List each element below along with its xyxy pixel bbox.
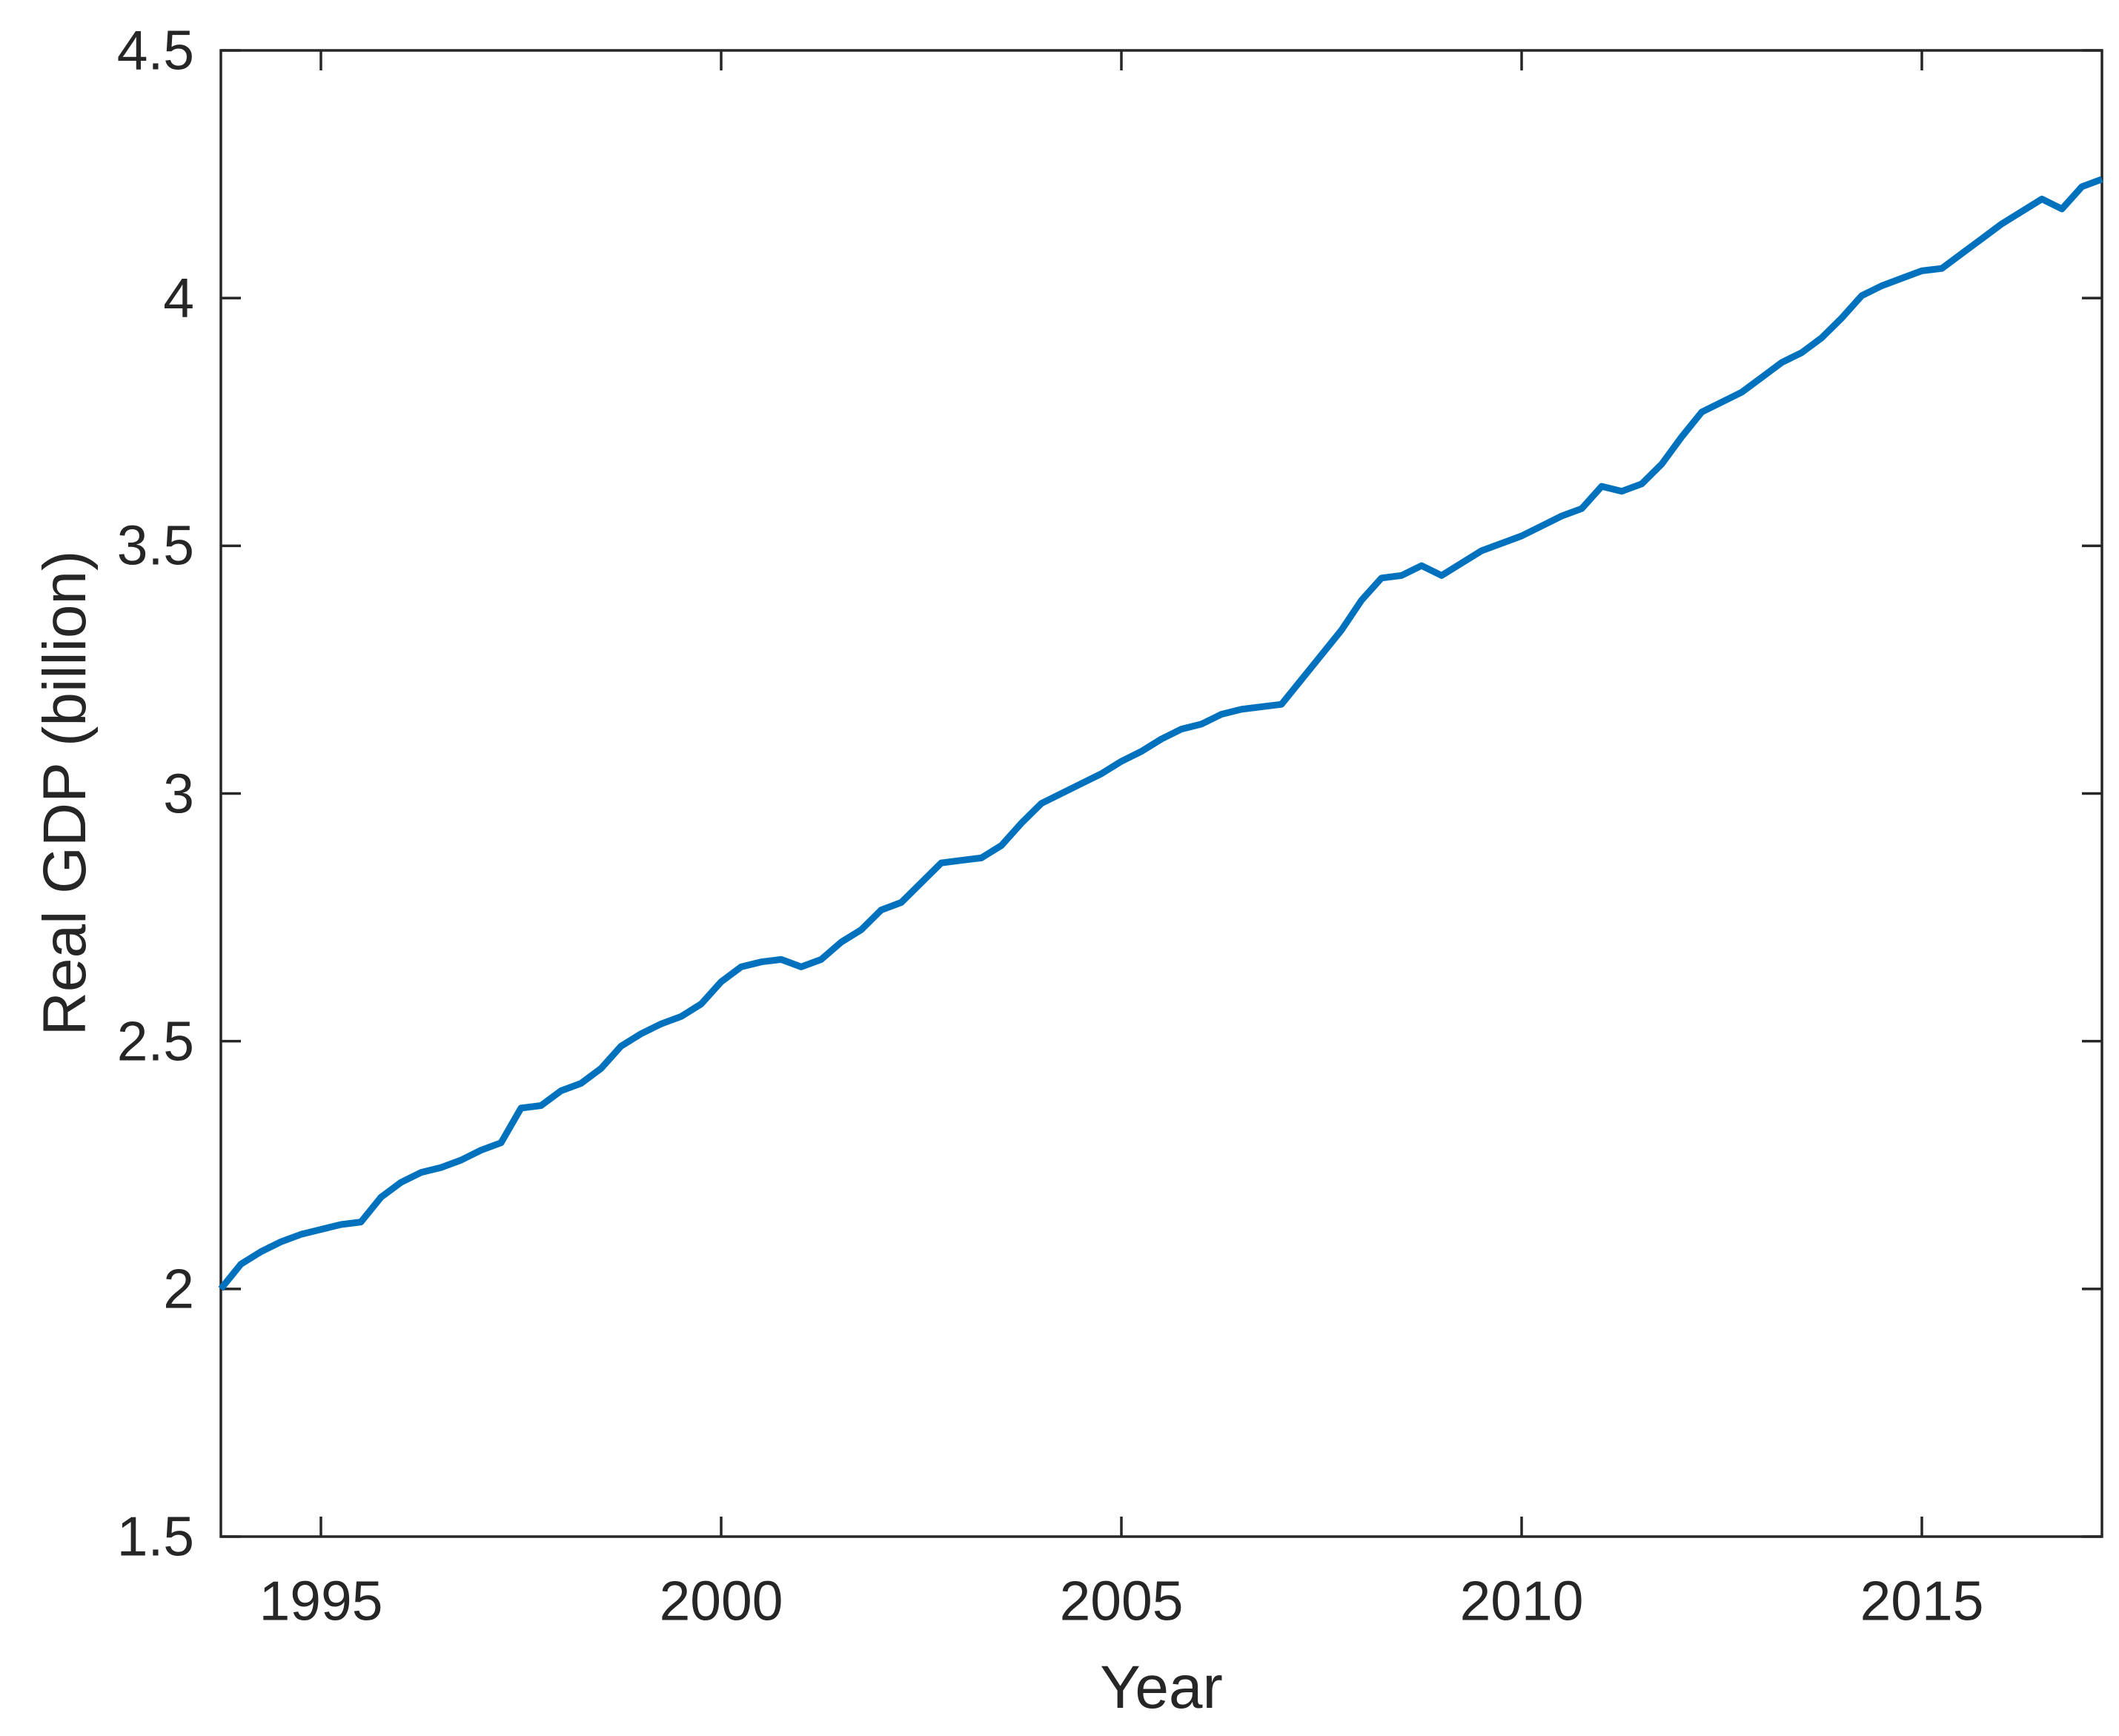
y-tick-label-3.5: 3.5: [116, 514, 194, 577]
x-tick-label-2015: 2015: [1860, 1569, 1984, 1632]
x-tick-label-2010: 2010: [1459, 1569, 1584, 1632]
x-axis-label: Year: [1100, 1654, 1223, 1721]
x-tick-label-2005: 2005: [1059, 1569, 1184, 1632]
y-tick-label-4: 4: [163, 266, 194, 329]
y-axis-label: Real GDP (billion): [31, 550, 99, 1036]
x-tick-label-2000: 2000: [659, 1569, 783, 1632]
x-tick-label-1995: 1995: [259, 1569, 383, 1632]
y-tick-label-4.5: 4.5: [116, 19, 194, 82]
gdp-series-line: [218, 176, 2103, 1291]
y-tick-label-2.5: 2.5: [116, 1010, 194, 1073]
axes-box: [219, 49, 2103, 1538]
y-tick-label-1.5: 1.5: [116, 1505, 194, 1568]
y-tick-label-3: 3: [163, 762, 194, 824]
y-tick-label-2: 2: [163, 1257, 194, 1320]
